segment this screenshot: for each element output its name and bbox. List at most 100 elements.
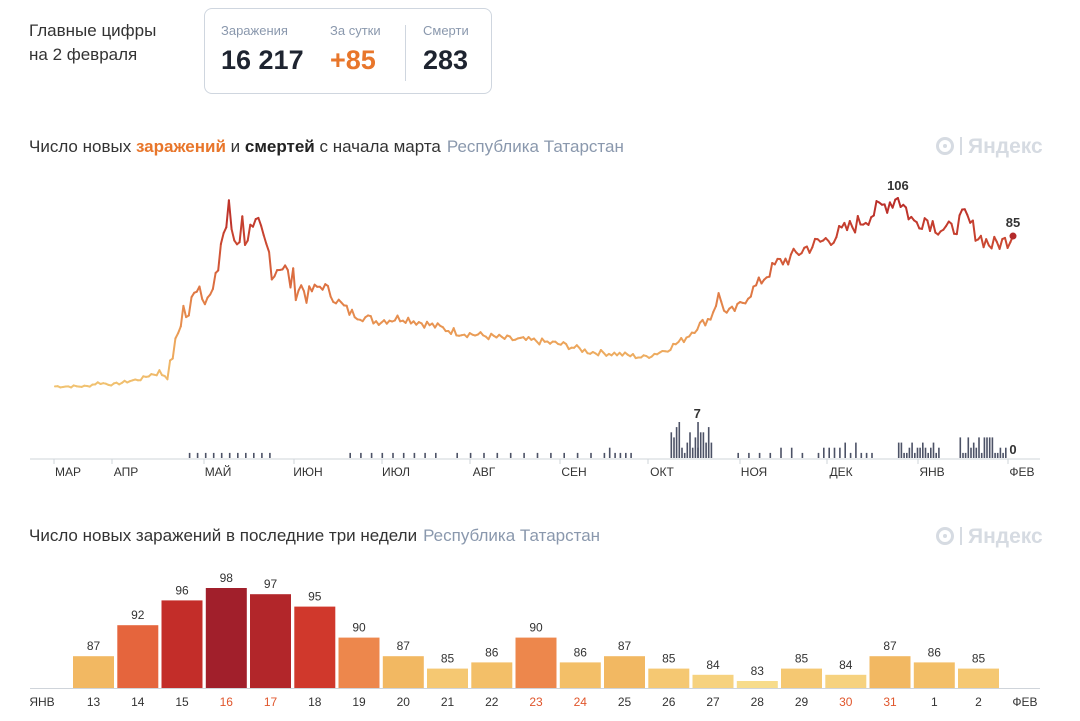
infections-line-segment xyxy=(872,200,878,217)
death-bar xyxy=(691,447,694,458)
infections-line-segment xyxy=(177,325,182,335)
infections-line-segment xyxy=(241,215,246,246)
section2-title-text: Число новых заражений в последние три не… xyxy=(29,526,418,545)
infections-line-segment xyxy=(310,283,316,293)
day-bar-value: 90 xyxy=(529,621,543,635)
infections-line-segment xyxy=(768,262,774,278)
month-label: ИЮЛ xyxy=(382,465,410,479)
month-label: АВГ xyxy=(473,465,496,479)
death-bar xyxy=(983,437,986,458)
death-bar xyxy=(927,452,929,458)
death-bar xyxy=(509,452,512,458)
death-bar xyxy=(686,442,689,458)
day-label: 1 xyxy=(931,695,938,709)
infections-line-segment xyxy=(733,302,739,312)
death-bar xyxy=(967,437,970,458)
infections-line-segment xyxy=(896,197,902,208)
day-bar xyxy=(781,668,822,688)
last-value-label: 85 xyxy=(1006,215,1020,230)
day-bar xyxy=(825,674,867,688)
death-bar xyxy=(228,452,231,458)
death-bar xyxy=(833,447,836,458)
infections-line-segment xyxy=(187,296,193,317)
infections-line-segment xyxy=(182,304,188,319)
day-bar xyxy=(648,668,690,688)
death-bar xyxy=(483,452,485,458)
infections-line-segment xyxy=(749,285,755,298)
infections-line-segment xyxy=(230,228,236,242)
death-bar xyxy=(748,452,750,458)
infections-line-segment xyxy=(709,310,715,321)
month-label: ОКТ xyxy=(650,465,674,479)
day-bar xyxy=(338,637,380,688)
headline-line2: на 2 февраля xyxy=(29,45,138,64)
day-bar-value: 96 xyxy=(175,583,189,597)
death-bar xyxy=(360,452,362,458)
infections-line-segment xyxy=(171,337,177,360)
yandex-logo-2: Яндекс xyxy=(936,525,1043,549)
death-bar xyxy=(469,452,472,458)
death-bar xyxy=(424,452,426,458)
day-bar xyxy=(604,656,645,688)
infections-line-segment xyxy=(998,238,1004,250)
yandex-logo-circle-icon xyxy=(936,137,954,155)
death-bar xyxy=(839,447,841,458)
infections-line-segment xyxy=(985,238,990,247)
day-bar-value: 86 xyxy=(574,645,588,659)
day-bar xyxy=(250,594,291,688)
infections-line-segment xyxy=(222,226,228,235)
month-label: МАЙ xyxy=(205,464,232,479)
infections-line-segment xyxy=(856,215,862,226)
day-bar-value: 97 xyxy=(264,577,278,591)
infections-line-segment xyxy=(931,220,937,234)
infections-line-segment xyxy=(257,216,263,227)
death-bar xyxy=(681,447,683,458)
day-bar xyxy=(736,681,778,688)
month-label: ФЕВ xyxy=(1009,465,1034,479)
death-bar xyxy=(392,452,394,458)
section1-title-infections: заражений xyxy=(135,137,226,156)
death-bar xyxy=(673,437,675,458)
infections-line-segment xyxy=(211,272,217,290)
month-start-label: ЯНВ xyxy=(29,695,54,709)
death-bar xyxy=(932,442,935,458)
death-bar xyxy=(1005,447,1007,458)
day-bar-value: 98 xyxy=(220,571,234,585)
death-bar xyxy=(614,452,616,458)
infections-line-segment xyxy=(891,198,897,209)
infections-line-segment xyxy=(720,300,725,312)
infections-line-segment xyxy=(345,304,351,316)
yandex-logo-1: Яндекс xyxy=(936,135,1043,159)
death-bar xyxy=(1002,452,1004,458)
stat-daily: За сутки +85 xyxy=(330,23,381,76)
death-bar xyxy=(630,452,632,458)
day-bar-value: 86 xyxy=(485,645,499,659)
deaths-last-label: 0 xyxy=(1009,442,1016,457)
infections-line-segment xyxy=(203,296,209,306)
three-weeks-bars xyxy=(73,588,999,688)
day-label: 18 xyxy=(308,695,322,709)
death-bar xyxy=(769,452,772,458)
day-bar xyxy=(958,668,999,688)
infections-line-segment xyxy=(712,305,717,313)
stat-infections-label: Заражения xyxy=(221,23,288,38)
day-label: 21 xyxy=(441,695,455,709)
day-label: 22 xyxy=(485,695,499,709)
day-bar xyxy=(205,588,247,688)
day-bar-value: 84 xyxy=(706,658,720,672)
month-label: МАР xyxy=(55,465,81,479)
death-bar xyxy=(237,452,239,458)
stat-divider xyxy=(405,25,406,81)
infections-line-segment xyxy=(329,295,335,303)
infections-line-segment xyxy=(854,215,859,234)
yandex-logo-text: Яндекс xyxy=(968,525,1043,548)
death-bar xyxy=(737,452,739,458)
death-bar xyxy=(523,452,525,458)
death-bar xyxy=(608,447,611,458)
day-label: 17 xyxy=(264,695,278,709)
death-bar xyxy=(435,452,437,458)
death-bar xyxy=(683,452,686,458)
infections-line-segment xyxy=(835,225,841,239)
day-label: 23 xyxy=(529,695,543,709)
stats-box: Заражения 16 217 За сутки +85 Смерти 283 xyxy=(204,8,492,94)
